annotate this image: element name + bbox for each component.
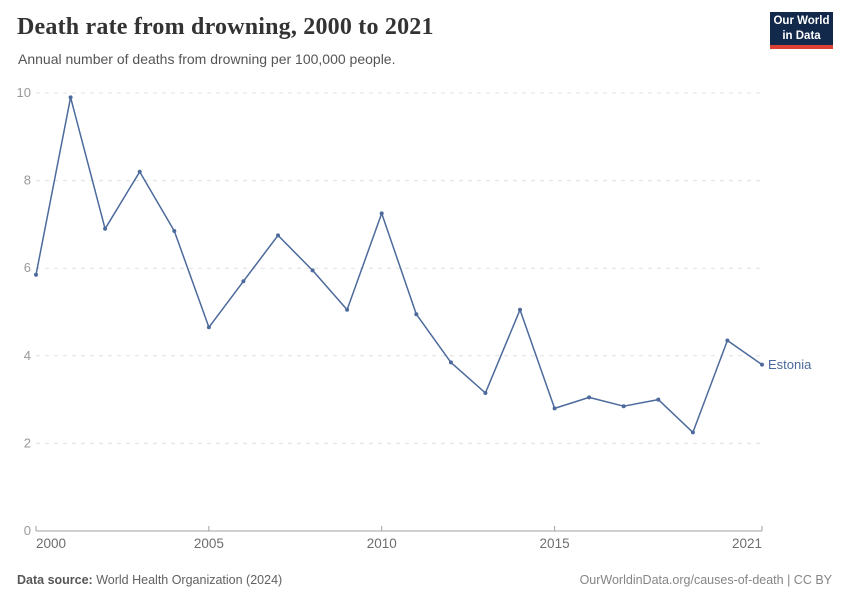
data-point[interactable]: [379, 211, 384, 216]
line-chart[interactable]: 0 2 4 6 8 10 2000 2005 2010 2015 2021 Estonia: [0, 85, 850, 560]
estonia-line[interactable]: [35, 96, 763, 434]
data-point[interactable]: [34, 272, 38, 277]
data-point[interactable]: [276, 233, 280, 238]
y-tick-label: 2: [24, 435, 31, 450]
x-tick-label: 2015: [540, 536, 570, 551]
data-point[interactable]: [725, 338, 730, 343]
data-point[interactable]: [587, 395, 592, 400]
owid-logo-line1: Our World: [773, 14, 830, 27]
data-point[interactable]: [310, 268, 315, 273]
data-point[interactable]: [483, 391, 488, 395]
chart-footer: Data source: World Health Organization (…: [17, 573, 832, 587]
data-point[interactable]: [206, 325, 211, 330]
owid-logo-line2: in Data: [782, 29, 821, 42]
data-point[interactable]: [345, 307, 350, 312]
data-point[interactable]: [172, 229, 177, 233]
data-point[interactable]: [241, 279, 246, 284]
x-tick-label: 2000: [36, 536, 66, 551]
data-point[interactable]: [68, 95, 73, 100]
data-point[interactable]: [518, 307, 522, 312]
y-tick-label: 0: [24, 523, 31, 538]
data-point[interactable]: [103, 226, 108, 231]
data-point[interactable]: [760, 362, 764, 367]
data-point[interactable]: [656, 397, 661, 402]
data-point[interactable]: [621, 404, 626, 409]
x-tick-label: 2021: [732, 536, 762, 551]
data-source-value: World Health Organization (2024): [96, 573, 283, 587]
chart-subtitle: Annual number of deaths from drowning pe…: [18, 51, 396, 67]
series-end-label[interactable]: Estonia: [768, 357, 812, 372]
data-point[interactable]: [137, 169, 142, 174]
owid-logo[interactable]: Our World in Data: [770, 12, 833, 49]
data-point[interactable]: [448, 360, 453, 365]
y-tick-label: 10: [17, 85, 31, 100]
x-tick-label: 2010: [367, 536, 397, 551]
data-source: Data source: World Health Organization (…: [17, 573, 282, 587]
data-point[interactable]: [690, 430, 695, 435]
y-tick-label: 6: [24, 260, 31, 275]
data-source-label: Data source:: [17, 573, 93, 587]
data-point[interactable]: [552, 406, 557, 411]
x-tick-label: 2005: [194, 536, 224, 551]
page-title: Death rate from drowning, 2000 to 2021: [17, 14, 434, 40]
y-tick-label: 8: [24, 173, 31, 188]
data-point[interactable]: [414, 312, 419, 317]
credit-link[interactable]: OurWorldinData.org/causes-of-death | CC …: [579, 573, 832, 587]
y-tick-label: 4: [24, 348, 31, 363]
